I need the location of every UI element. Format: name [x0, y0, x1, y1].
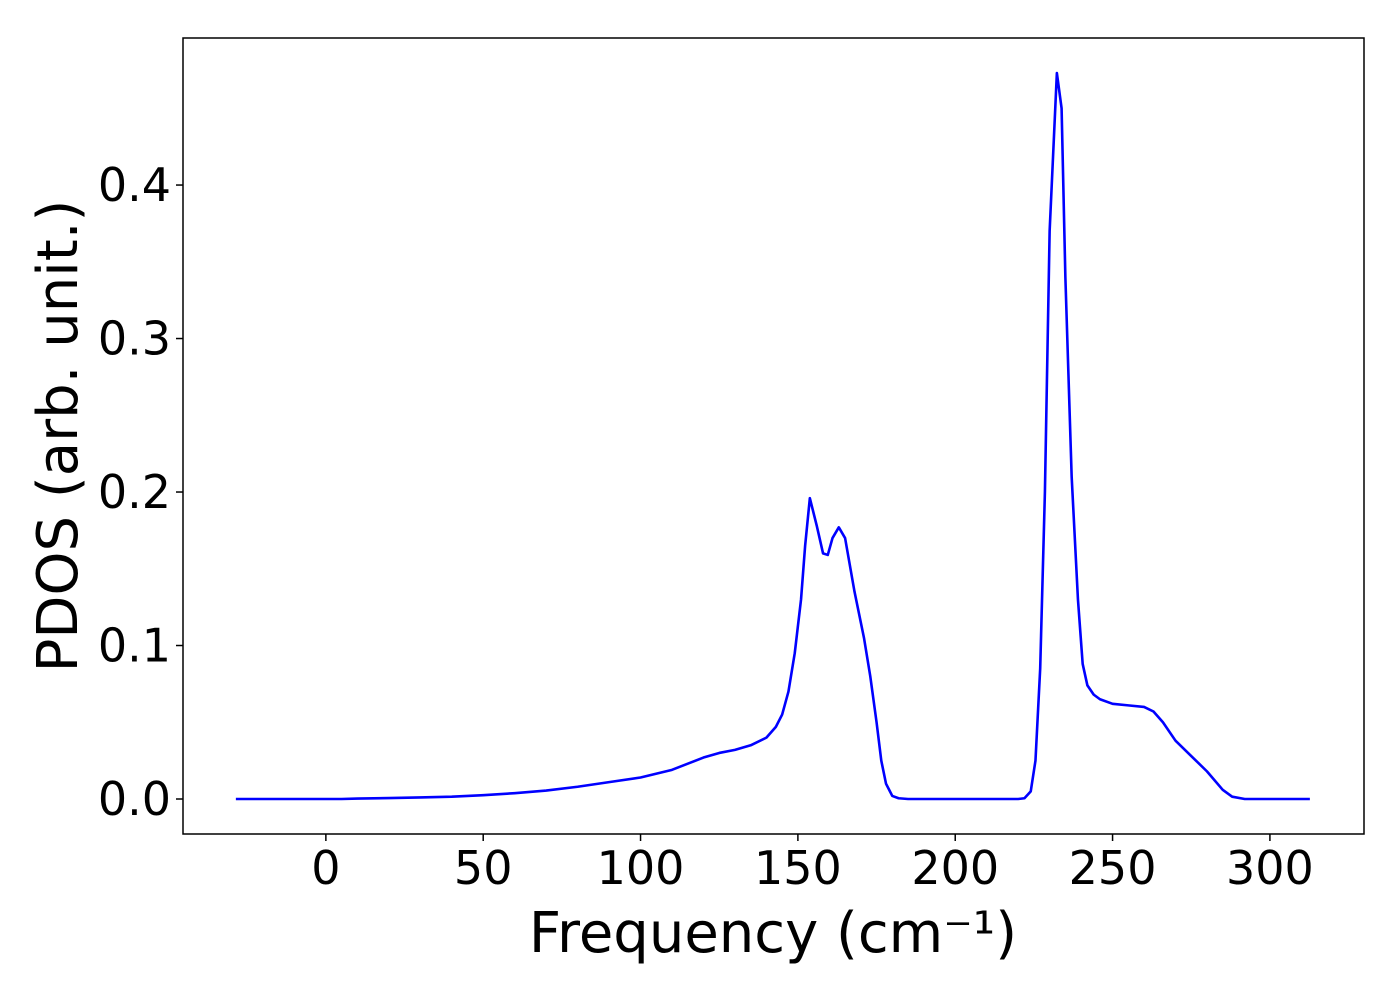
- data-line: [235, 71, 1310, 801]
- x-tick-label: 0: [311, 841, 340, 895]
- x-tick-label: 50: [454, 841, 513, 895]
- y-tick-label: 0.2: [98, 465, 171, 519]
- y-tick-label: 0.3: [98, 312, 171, 366]
- x-axis-label: Frequency (cm⁻¹): [529, 901, 1017, 966]
- y-tick-label: 0.4: [98, 158, 171, 212]
- x-tick-label: 150: [754, 841, 842, 895]
- x-tick-label: 100: [597, 841, 685, 895]
- x-tick-label: 250: [1069, 841, 1157, 895]
- x-tick-label: 200: [911, 841, 999, 895]
- y-axis-label: PDOS (arb. unit.): [26, 200, 91, 673]
- x-tick-label: 300: [1226, 841, 1314, 895]
- y-tick-label: 0.0: [98, 772, 171, 826]
- y-tick-label: 0.1: [98, 619, 171, 673]
- plot-frame: [182, 37, 1365, 835]
